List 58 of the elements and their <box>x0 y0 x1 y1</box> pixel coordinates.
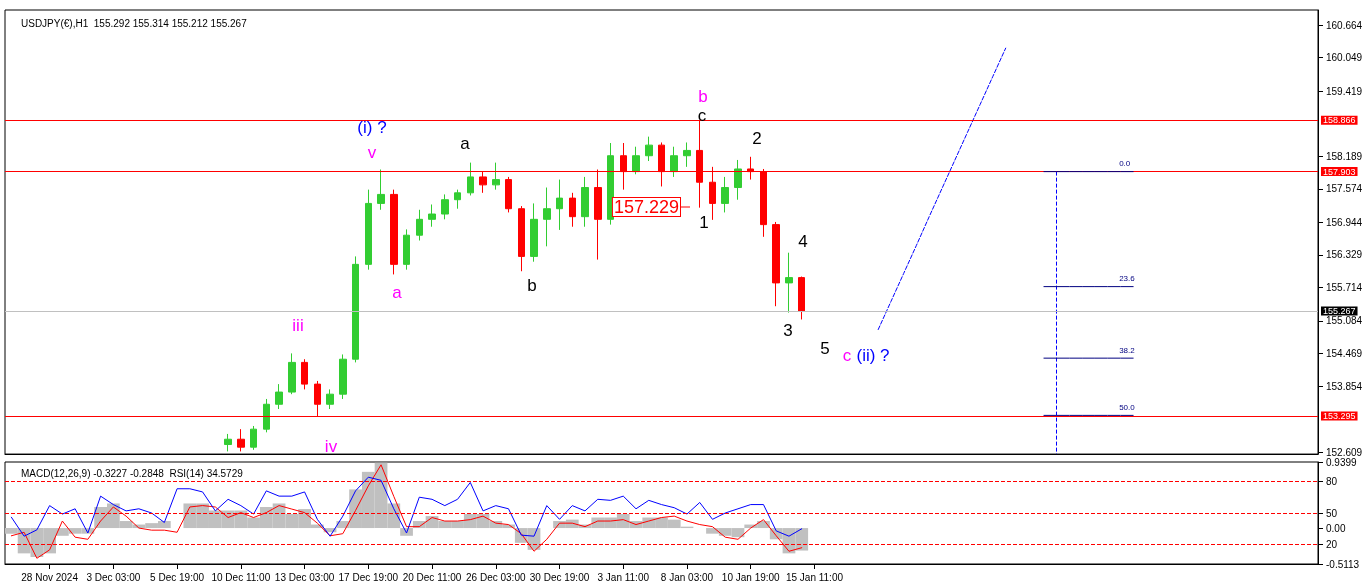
annotation: 1 <box>699 212 709 232</box>
text: MACD(12,26,9) -0.3227 -0.2848 RSI(14) 34.5729 <box>21 467 244 479</box>
series-label: 38.2 <box>1119 345 1136 355</box>
y-tick-label: 160.049 <box>1326 52 1363 64</box>
y-tick-label: 159.419 <box>1326 85 1363 97</box>
series-label: 0.0 <box>1119 159 1131 169</box>
annotation: 2 <box>752 128 762 148</box>
y-tick-label: 152.609 <box>1326 446 1363 458</box>
y-tick-label: 160.664 <box>1326 19 1363 31</box>
annotation: b <box>698 86 708 106</box>
x-tick-label: 20 Dec 11:00 <box>402 571 462 583</box>
annotation: iv <box>324 436 338 456</box>
x-tick-label: 26 Dec 03:00 <box>466 571 526 583</box>
annotation: 157.229 <box>613 197 679 217</box>
ref-line-label: 157.903 <box>1323 166 1356 177</box>
ref-line-label: 155.267 <box>1323 305 1356 316</box>
text: USDJPY(€),H1 155.292 155.314 155.212 155.267 <box>21 17 248 29</box>
y-tick-label: 155.084 <box>1326 315 1363 327</box>
x-tick-label: 5 Dec 19:00 <box>150 571 205 583</box>
x-tick-label: 10 Dec 11:00 <box>211 571 271 583</box>
y-tick-label: -0.5113 <box>1326 558 1360 570</box>
y-tick-label: 156.944 <box>1326 216 1363 228</box>
annotation: (ii) ? <box>856 345 890 365</box>
annotation: (i) ? <box>357 117 387 137</box>
annotation: v <box>367 142 377 162</box>
y2-tick-label: 80 <box>1326 475 1338 487</box>
annotation: 5 <box>820 338 830 358</box>
y-tick-label: 0.9399 <box>1326 456 1358 468</box>
series-label: 50.0 <box>1119 402 1136 412</box>
ref-line-label: 153.295 <box>1323 410 1356 421</box>
x-tick-label: 15 Jan 11:00 <box>785 571 844 583</box>
x-tick-label: 28 Nov 2024 <box>21 571 79 583</box>
y-tick-label: 156.329 <box>1326 249 1363 261</box>
y-tick-label: 155.714 <box>1326 281 1363 293</box>
y-tick-label: 0.00 <box>1326 522 1346 534</box>
annotation: a <box>460 133 471 153</box>
x-tick-label: 3 Jan 11:00 <box>597 571 650 583</box>
series-label: 23.6 <box>1119 274 1136 284</box>
ref-line-label: 158.866 <box>1323 115 1356 126</box>
annotation: c <box>697 105 707 125</box>
x-tick-label: 30 Dec 19:00 <box>529 571 590 583</box>
x-tick-label: 8 Jan 03:00 <box>660 571 714 583</box>
annotation: a <box>392 282 403 302</box>
annotation: iii <box>292 315 304 335</box>
y2-tick-label: 20 <box>1326 539 1338 551</box>
annotation: 3 <box>783 320 793 340</box>
y2-tick-label: 50 <box>1326 507 1338 519</box>
x-tick-label: 17 Dec 19:00 <box>338 571 399 583</box>
annotation: 4 <box>798 231 808 251</box>
y-tick-label: 158.189 <box>1326 150 1363 162</box>
y-tick-label: 154.469 <box>1326 347 1363 359</box>
y-tick-label: 157.574 <box>1326 183 1363 195</box>
annotation: c <box>842 345 852 365</box>
x-tick-label: 13 Dec 03:00 <box>274 571 335 583</box>
annotation: b <box>527 275 537 295</box>
y-tick-label: 153.854 <box>1326 380 1363 392</box>
x-tick-label: 3 Dec 03:00 <box>86 571 141 583</box>
x-tick-label: 10 Jan 19:00 <box>721 571 781 583</box>
